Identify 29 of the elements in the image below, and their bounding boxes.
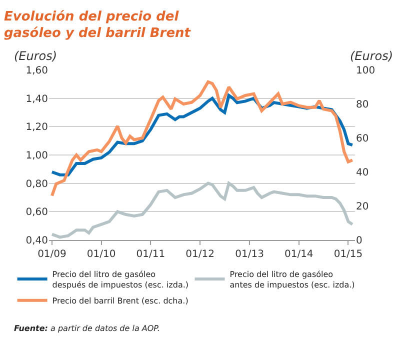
x-tick-label: 01/10 bbox=[86, 249, 116, 260]
y-axis-title: (Euros) bbox=[14, 49, 58, 63]
y-tick-label: 1,60 bbox=[26, 66, 48, 76]
y2-tick-label: 80 bbox=[356, 100, 369, 110]
legend-label: Precio del litro de gasóleo después de impuestos (esc. izda.) bbox=[52, 270, 189, 290]
x-tick-label: 01/15 bbox=[334, 249, 363, 260]
line-series bbox=[50, 182, 354, 239]
y-tick-label: 1,20 bbox=[26, 122, 48, 134]
y-tick-label: 1,40 bbox=[26, 94, 48, 105]
y2-tick-label: 100 bbox=[356, 66, 376, 76]
y-tick-label: 0,60 bbox=[26, 207, 48, 218]
x-tick-label: 01/11 bbox=[136, 249, 166, 260]
y2-tick-label: 40 bbox=[356, 168, 369, 178]
y-tick-label: 0,40 bbox=[26, 236, 48, 246]
y-tick-label: 1,00 bbox=[26, 150, 48, 162]
line-series bbox=[50, 80, 354, 198]
legend-label: Precio del barril Brent (esc. dcha.) bbox=[52, 296, 188, 306]
y2-tick-label: 60 bbox=[356, 134, 369, 144]
chart-title: Evolución del precio del gasóleo y del barril Brent bbox=[4, 9, 192, 42]
y2-tick-label: 0 bbox=[356, 236, 362, 246]
legend-label: Precio del litro de gasóleo antes de impuestos (esc. izda.) bbox=[230, 270, 355, 290]
x-tick-label: 01/12 bbox=[186, 249, 214, 260]
y-tick-label: 0,80 bbox=[26, 178, 48, 190]
source-note: Fuente: a partir de datos de la AOP. bbox=[14, 324, 160, 333]
x-tick-label: 01/14 bbox=[284, 249, 314, 260]
x-tick-label: 01/13 bbox=[235, 249, 264, 260]
x-tick-label: 01/09 bbox=[38, 249, 66, 260]
y2-tick-label: 20 bbox=[356, 202, 369, 212]
y2-axis-title: (Euros) bbox=[350, 49, 394, 63]
